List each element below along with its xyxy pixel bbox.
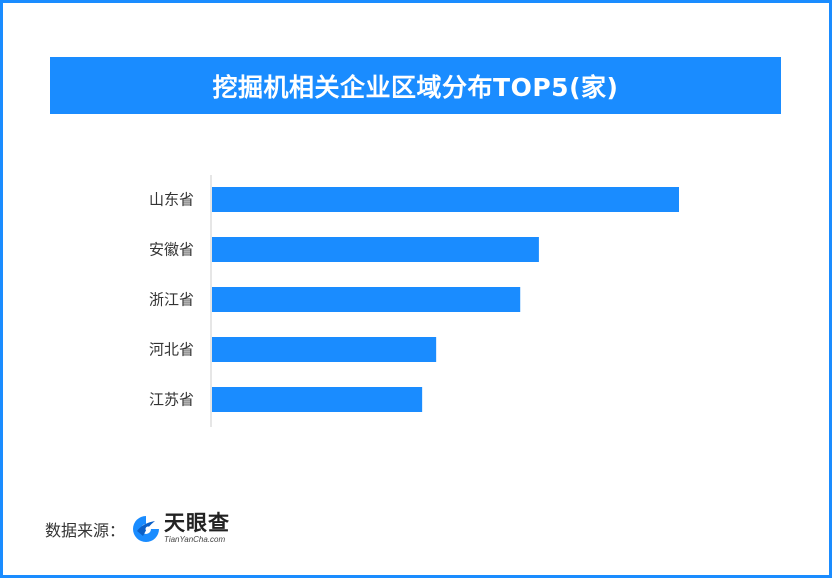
bar-1 xyxy=(212,187,679,212)
tianyancha-logo-icon xyxy=(133,515,160,542)
category-label-5: 江苏省 xyxy=(149,391,194,409)
title-banner: 挖掘机相关企业区域分布TOP5(家) xyxy=(50,57,781,114)
data-source: 数据来源： 天眼查 TianYanCha.com xyxy=(45,513,230,544)
tianyancha-logo: 天眼查 TianYanCha.com xyxy=(131,513,230,544)
category-label-2: 安徽省 xyxy=(149,241,194,259)
bar-2 xyxy=(212,237,539,262)
chart-title: 挖掘机相关企业区域分布TOP5(家) xyxy=(212,72,619,102)
category-label-4: 河北省 xyxy=(149,341,194,359)
source-label: 数据来源： xyxy=(45,520,126,540)
category-label-1: 山东省 xyxy=(149,191,194,209)
category-label-3: 浙江省 xyxy=(149,291,194,309)
logo-url: TianYanCha.com xyxy=(164,535,226,544)
bar-4 xyxy=(212,337,437,362)
logo-name: 天眼查 xyxy=(164,511,231,535)
bar-3 xyxy=(212,287,521,312)
bar-5 xyxy=(212,387,423,412)
